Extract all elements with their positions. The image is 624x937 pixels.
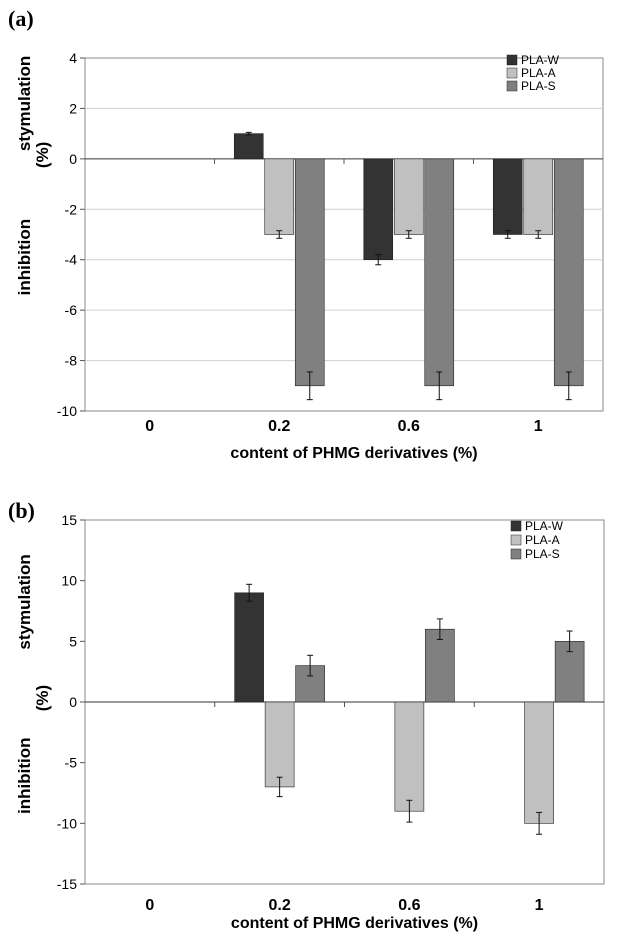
y-axis-label-unit: (%) — [33, 685, 52, 711]
y-axis-label-stymulation: stymulation — [15, 56, 34, 151]
panel-label: (b) — [8, 498, 35, 523]
bar-pla-a — [393, 158, 424, 235]
y-tick-label: 4 — [69, 50, 77, 66]
y-tick-label: 0 — [69, 151, 77, 167]
plot-frame — [84, 57, 604, 412]
chart-svg: 15 10 5 0 -5 -10 -15 0 0.2 0.6 1 content of PHMG de… — [15, 512, 605, 932]
y-tick-label: -10 — [57, 815, 77, 831]
legend-swatch — [506, 54, 518, 66]
legend-swatch — [510, 548, 522, 560]
bar-pla-w — [234, 592, 264, 703]
y-tick-label: -4 — [65, 252, 78, 268]
x-tick-label: 0 — [145, 418, 154, 435]
bar-pla-a — [524, 701, 554, 824]
x-tick-label: 0.2 — [269, 897, 291, 914]
y-tick-label: 10 — [61, 573, 77, 589]
y-axis-label-inhibition: inhibition — [15, 737, 34, 813]
x-axis-label: content of PHMG derivatives (%) — [231, 915, 478, 932]
y-tick-label: 15 — [61, 512, 77, 528]
x-axis-label: content of PHMG derivatives (%) — [230, 445, 477, 462]
legend-swatch — [506, 67, 518, 79]
chart-panel-a: (a) 4 2 0 -2 -4 -6 -8 -10 0 0.2 0.6 1 content of PHM… — [8, 6, 604, 462]
legend-label: PLA-A — [521, 66, 556, 80]
bar-pla-a — [264, 158, 295, 235]
x-tick-label: 0.6 — [398, 418, 420, 435]
y-tick-label: 2 — [69, 100, 77, 116]
legend-swatch — [510, 520, 522, 532]
bar-pla-s — [294, 158, 325, 387]
y-tick-label: -8 — [65, 353, 78, 369]
y-axis-label-inhibition: inhibition — [15, 219, 34, 295]
y-tick-label: -6 — [65, 302, 78, 318]
y-tick-label: -10 — [57, 403, 77, 419]
x-tick-label: 1 — [534, 418, 543, 435]
y-tick-label: 0 — [69, 694, 77, 710]
bar-pla-w — [363, 158, 394, 261]
bar-pla-w — [233, 133, 264, 160]
legend-label: PLA-S — [525, 547, 560, 561]
bar-pla-a — [394, 701, 425, 812]
y-tick-label: 5 — [69, 633, 77, 649]
legend-swatch — [506, 80, 518, 92]
panel-label: (a) — [8, 6, 34, 31]
x-tick-label: 0.2 — [268, 418, 290, 435]
legend-label: PLA-A — [525, 533, 560, 547]
y-axis-label-stymulation: stymulation — [15, 554, 34, 649]
y-axis-label-unit: (%) — [33, 142, 52, 168]
x-tick-label: 1 — [535, 897, 544, 914]
legend-label: PLA-W — [521, 53, 560, 67]
bar-pla-a — [523, 158, 554, 235]
x-tick-label: 0 — [145, 897, 154, 914]
y-tick-label: -2 — [65, 201, 78, 217]
bar-pla-s — [425, 628, 455, 703]
bar-pla-a — [264, 701, 295, 788]
x-tick-label: 0.6 — [398, 897, 420, 914]
chart-panel-b: (b) 15 10 5 0 -5 -10 -15 0 0.2 0.6 1 content of PHM… — [0, 470, 624, 937]
y-tick-label: -5 — [65, 755, 78, 771]
bar-pla-w — [492, 158, 523, 235]
legend-label: PLA-W — [525, 519, 564, 533]
bar-pla-s — [424, 158, 455, 387]
chart-svg: 4 2 0 -2 -4 -6 -8 -10 0 0.2 0.6 1 content of PHMG de… — [15, 50, 604, 462]
legend-label: PLA-S — [521, 79, 556, 93]
y-tick-label: -15 — [57, 876, 77, 892]
legend-swatch — [510, 534, 522, 546]
bar-pla-s — [553, 158, 584, 387]
